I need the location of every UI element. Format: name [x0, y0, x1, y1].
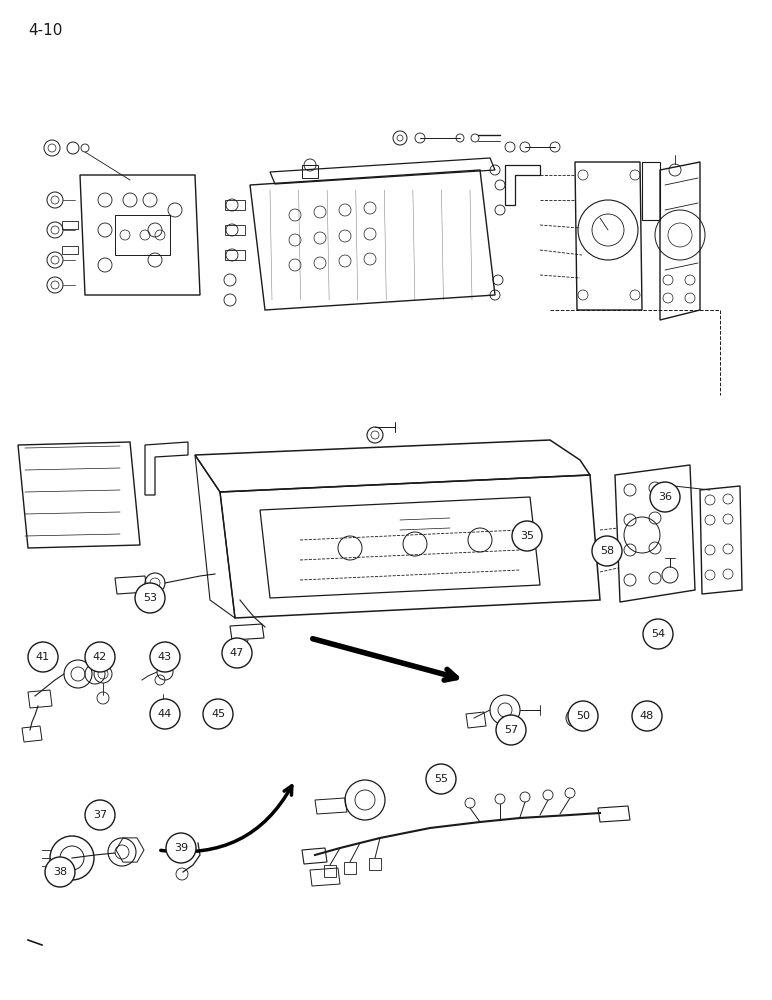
Circle shape [512, 521, 542, 551]
Circle shape [632, 701, 662, 731]
Circle shape [496, 715, 526, 745]
Text: 41: 41 [36, 652, 50, 662]
Text: 42: 42 [93, 652, 107, 662]
Text: 39: 39 [174, 843, 188, 853]
Circle shape [643, 619, 673, 649]
Circle shape [45, 857, 75, 887]
Text: 37: 37 [93, 810, 107, 820]
Text: 35: 35 [520, 531, 534, 541]
Circle shape [222, 638, 252, 668]
Circle shape [203, 699, 233, 729]
Text: 4-10: 4-10 [28, 23, 63, 38]
Circle shape [592, 536, 622, 566]
Text: 53: 53 [143, 593, 157, 603]
FancyArrowPatch shape [161, 786, 292, 852]
Circle shape [85, 642, 115, 672]
Circle shape [426, 764, 456, 794]
Text: 47: 47 [230, 648, 244, 658]
Circle shape [85, 800, 115, 830]
Text: 54: 54 [651, 629, 665, 639]
Text: 55: 55 [434, 774, 448, 784]
Text: 45: 45 [211, 709, 225, 719]
Circle shape [166, 833, 196, 863]
Circle shape [150, 642, 180, 672]
Text: 44: 44 [158, 709, 172, 719]
Text: 38: 38 [53, 867, 67, 877]
Text: 48: 48 [640, 711, 654, 721]
Text: 57: 57 [504, 725, 518, 735]
Text: 43: 43 [158, 652, 172, 662]
Circle shape [28, 642, 58, 672]
Circle shape [650, 482, 680, 512]
Text: 36: 36 [658, 492, 672, 502]
Circle shape [150, 699, 180, 729]
Text: 50: 50 [576, 711, 590, 721]
Text: 58: 58 [600, 546, 614, 556]
Circle shape [135, 583, 165, 613]
Circle shape [568, 701, 598, 731]
